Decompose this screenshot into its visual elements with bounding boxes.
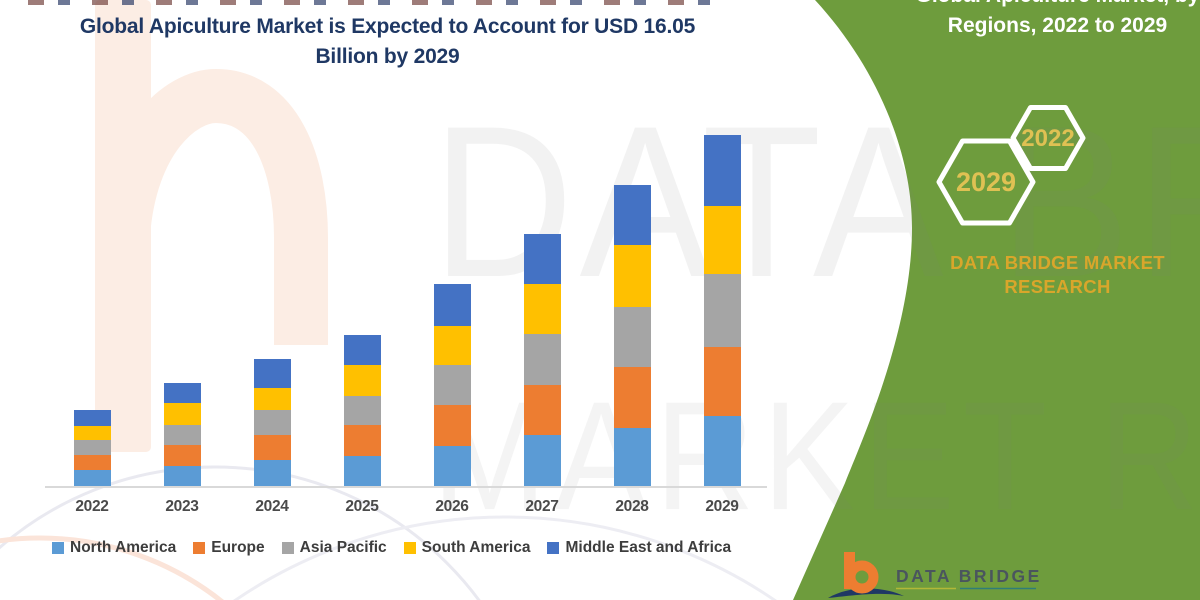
legend-swatch-icon bbox=[281, 542, 294, 554]
x-axis-label: 2028 bbox=[615, 498, 649, 515]
bar-2025-south-america bbox=[343, 365, 381, 397]
bar-2022-middle-east-and-africa bbox=[73, 410, 111, 427]
x-axis-line bbox=[45, 486, 767, 488]
bar-2027-middle-east-and-africa bbox=[523, 234, 561, 284]
bar-2026-europe bbox=[433, 405, 471, 446]
legend-swatch-icon bbox=[547, 542, 560, 554]
legend-label: South America bbox=[421, 539, 531, 556]
x-axis-label: 2022 bbox=[75, 498, 109, 515]
bar-2029-europe bbox=[703, 346, 741, 417]
legend-swatch-icon bbox=[403, 542, 416, 554]
legend-item-asia-pacific: Asia Pacific bbox=[281, 539, 387, 557]
bar-2023-middle-east-and-africa bbox=[163, 383, 201, 403]
bar-2024-south-america bbox=[253, 388, 291, 410]
bar-2026-south-america bbox=[433, 326, 471, 366]
bar-2025-europe bbox=[343, 425, 381, 457]
bar-2026-asia-pacific bbox=[433, 365, 471, 406]
legend-item-north-america: North America bbox=[52, 539, 176, 557]
x-axis-label: 2026 bbox=[435, 498, 469, 515]
clipped-top-text-fragments bbox=[28, 0, 718, 5]
bar-2027-north-america bbox=[523, 434, 561, 487]
bar-2029-south-america bbox=[703, 206, 741, 275]
legend-item-middle-east-and-africa: Middle East and Africa bbox=[547, 539, 731, 557]
bar-2029-middle-east-and-africa bbox=[703, 135, 741, 207]
legend-item-europe: Europe bbox=[193, 539, 265, 557]
bar-2022-south-america bbox=[73, 426, 111, 441]
footer-logo-name: DATA BRIDGE bbox=[896, 566, 1042, 586]
legend-swatch-icon bbox=[52, 542, 64, 554]
bar-2023-south-america bbox=[163, 402, 201, 426]
legend-label: Middle East and Africa bbox=[565, 539, 732, 556]
legend-label: Asia Pacific bbox=[299, 539, 387, 556]
chart-legend: North America Europe Asia Pacific South Ame… bbox=[52, 539, 792, 557]
bar-2029-asia-pacific bbox=[703, 274, 741, 347]
bar-2025-north-america bbox=[343, 456, 381, 487]
bar-2028-north-america bbox=[613, 427, 651, 487]
bar-2023-europe bbox=[163, 445, 201, 466]
bar-2022-asia-pacific bbox=[73, 440, 111, 455]
legend-label: North America bbox=[70, 539, 177, 556]
bar-2024-middle-east-and-africa bbox=[253, 359, 291, 389]
bar-2026-middle-east-and-africa bbox=[433, 284, 471, 326]
bar-2025-middle-east-and-africa bbox=[343, 335, 381, 366]
footer-logo-subline: MARKET RESEARCH bbox=[896, 598, 1058, 600]
bar-2028-europe bbox=[613, 366, 651, 428]
x-axis-label: 2023 bbox=[165, 498, 199, 515]
chart-title-line1: Global Apiculture Market is Expected to … bbox=[79, 15, 696, 38]
legend-item-south-america: South America bbox=[403, 539, 531, 557]
dbmr-logo-b-icon bbox=[828, 552, 904, 598]
green-panel-shape bbox=[793, 0, 1200, 600]
bar-2027-europe bbox=[523, 385, 561, 435]
legend-swatch-icon bbox=[193, 542, 206, 554]
bar-2028-asia-pacific bbox=[613, 306, 651, 367]
bar-2023-north-america bbox=[163, 465, 201, 487]
chart-title-line2: Billion by 2029 bbox=[315, 45, 460, 68]
bar-2027-asia-pacific bbox=[523, 334, 561, 386]
bar-2029-north-america bbox=[703, 416, 741, 487]
x-axis-label: 2024 bbox=[255, 498, 289, 515]
bar-2022-europe bbox=[73, 454, 111, 471]
bar-2027-south-america bbox=[523, 283, 561, 335]
bar-2025-asia-pacific bbox=[343, 396, 381, 426]
chart-title: Global Apiculture Market is Expected to … bbox=[35, 12, 740, 72]
bar-2026-north-america bbox=[433, 445, 471, 487]
x-axis-label: 2025 bbox=[345, 498, 379, 515]
bar-2023-asia-pacific bbox=[163, 425, 201, 446]
legend-label: Europe bbox=[211, 539, 265, 556]
bar-2024-europe bbox=[253, 435, 291, 461]
x-axis-label: 2027 bbox=[525, 498, 559, 515]
bar-2024-asia-pacific bbox=[253, 409, 291, 436]
bar-2024-north-america bbox=[253, 460, 291, 487]
bar-2022-north-america bbox=[73, 470, 111, 487]
bar-2028-middle-east-and-africa bbox=[613, 185, 651, 245]
footer-logo: DATA BRIDGE MARKET RESEARCH bbox=[828, 552, 1058, 600]
bar-2028-south-america bbox=[613, 244, 651, 307]
x-axis-label: 2029 bbox=[705, 498, 739, 515]
